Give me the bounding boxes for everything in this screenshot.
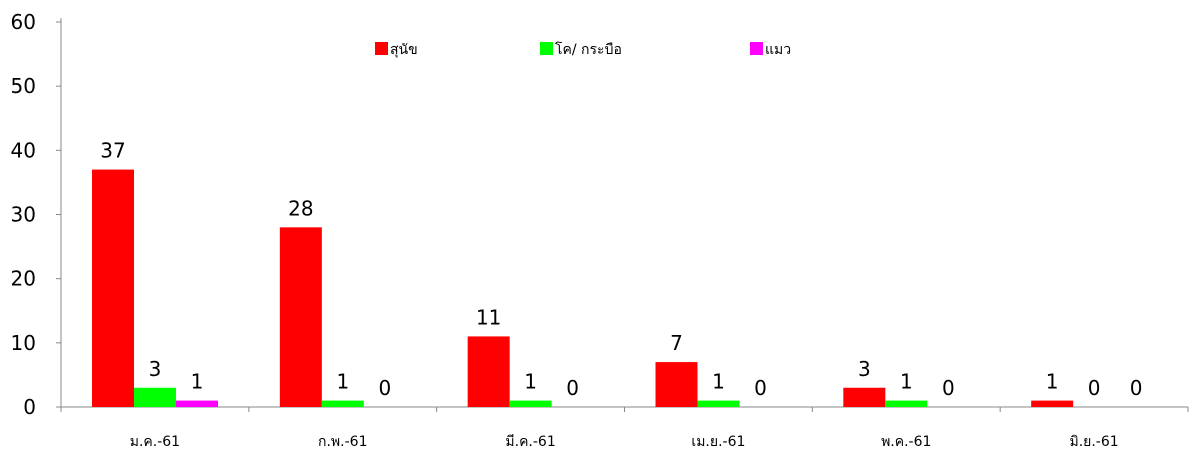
data-label: 1 <box>900 370 913 394</box>
x-tick-label: เม.ย.-61 <box>691 434 745 450</box>
bar <box>321 400 364 407</box>
data-label: 7 <box>670 331 683 355</box>
data-label: 1 <box>1046 370 1059 394</box>
data-label: 1 <box>191 370 204 394</box>
legend: สุนัข โค/ กระบือ แมว <box>375 41 791 58</box>
legend-swatch <box>750 42 763 55</box>
bar <box>279 227 322 407</box>
bar <box>697 400 740 407</box>
data-label: 0 <box>942 376 955 400</box>
y-tick-label: 60 <box>11 10 36 34</box>
x-tick-label: ก.พ.-61 <box>318 434 367 450</box>
bar <box>509 400 552 407</box>
data-label: 0 <box>566 376 579 400</box>
data-label: 0 <box>754 376 767 400</box>
data-label: 1 <box>524 370 537 394</box>
y-tick-label: 30 <box>11 203 36 227</box>
legend-label: สุนัข <box>390 42 418 58</box>
x-axis-ticks: ม.ค.-61 ก.พ.-61 มี.ค.-61 เม.ย.-61 พ.ค.-61 มิ.… <box>60 407 1189 450</box>
x-tick-label: มี.ค.-61 <box>505 434 555 450</box>
y-tick-label: 50 <box>11 74 36 98</box>
y-tick-label: 10 <box>11 331 36 355</box>
y-tick-label: 0 <box>23 395 36 419</box>
y-axis-ticks: 0 10 20 30 40 50 60 <box>11 10 61 419</box>
bar <box>843 387 886 407</box>
data-label: 0 <box>1088 376 1101 400</box>
legend-label: แมว <box>765 42 791 58</box>
y-tick-label: 40 <box>11 138 36 162</box>
bar <box>885 400 928 407</box>
data-label: 3 <box>858 357 871 381</box>
axes <box>60 18 1188 408</box>
bar <box>467 336 510 407</box>
legend-swatch <box>540 42 553 55</box>
data-label: 3 <box>149 357 162 381</box>
bar <box>176 400 218 407</box>
data-label: 0 <box>378 376 391 400</box>
legend-swatch <box>375 42 388 55</box>
data-label: 1 <box>336 370 349 394</box>
data-label: 37 <box>100 139 125 163</box>
data-label: 11 <box>476 305 501 329</box>
y-tick-label: 20 <box>11 267 36 291</box>
legend-label: โค/ กระบือ <box>555 41 622 58</box>
x-tick-label: มิ.ย.-61 <box>1069 434 1118 450</box>
data-label: 28 <box>288 196 313 220</box>
bar <box>655 362 698 407</box>
bar <box>134 387 176 407</box>
x-tick-label: ม.ค.-61 <box>130 434 180 450</box>
bar <box>92 169 134 407</box>
bar <box>1031 400 1074 407</box>
data-label: 0 <box>1130 376 1143 400</box>
x-tick-label: พ.ค.-61 <box>881 434 931 450</box>
bars <box>92 169 1074 407</box>
data-label: 1 <box>712 370 725 394</box>
